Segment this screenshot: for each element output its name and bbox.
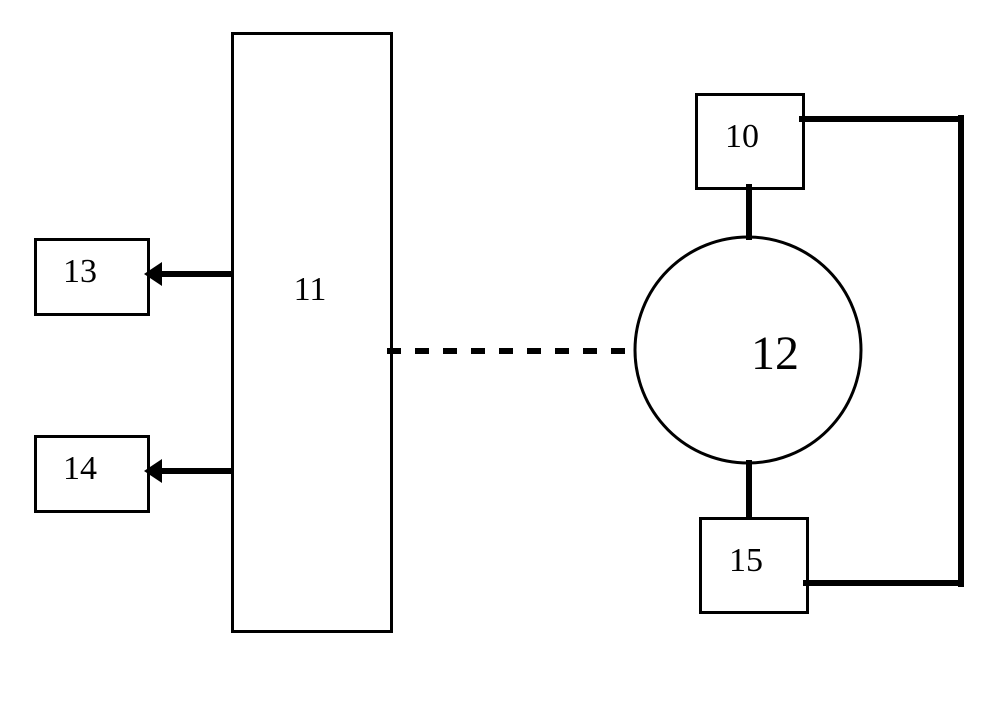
loop-bottom [803,579,963,587]
block-10-label: 10 [712,117,772,157]
arrow-11-to-13 [144,260,234,288]
block-15-label: 15 [716,541,776,581]
block-13-label: 13 [50,252,110,292]
block-14-label: 14 [50,449,110,489]
loop-right [957,115,965,587]
block-11-label: 11 [280,270,340,310]
link-12-to-15 [745,460,753,520]
dashed-link-11-12 [387,347,635,355]
link-10-to-12 [745,184,753,240]
diagram-stage: 11 13 14 10 15 12 [0,0,1000,727]
arrow-11-to-14 [144,457,234,485]
circle-12-label: 12 [735,328,815,378]
block-11 [231,32,393,633]
loop-top [799,115,963,123]
